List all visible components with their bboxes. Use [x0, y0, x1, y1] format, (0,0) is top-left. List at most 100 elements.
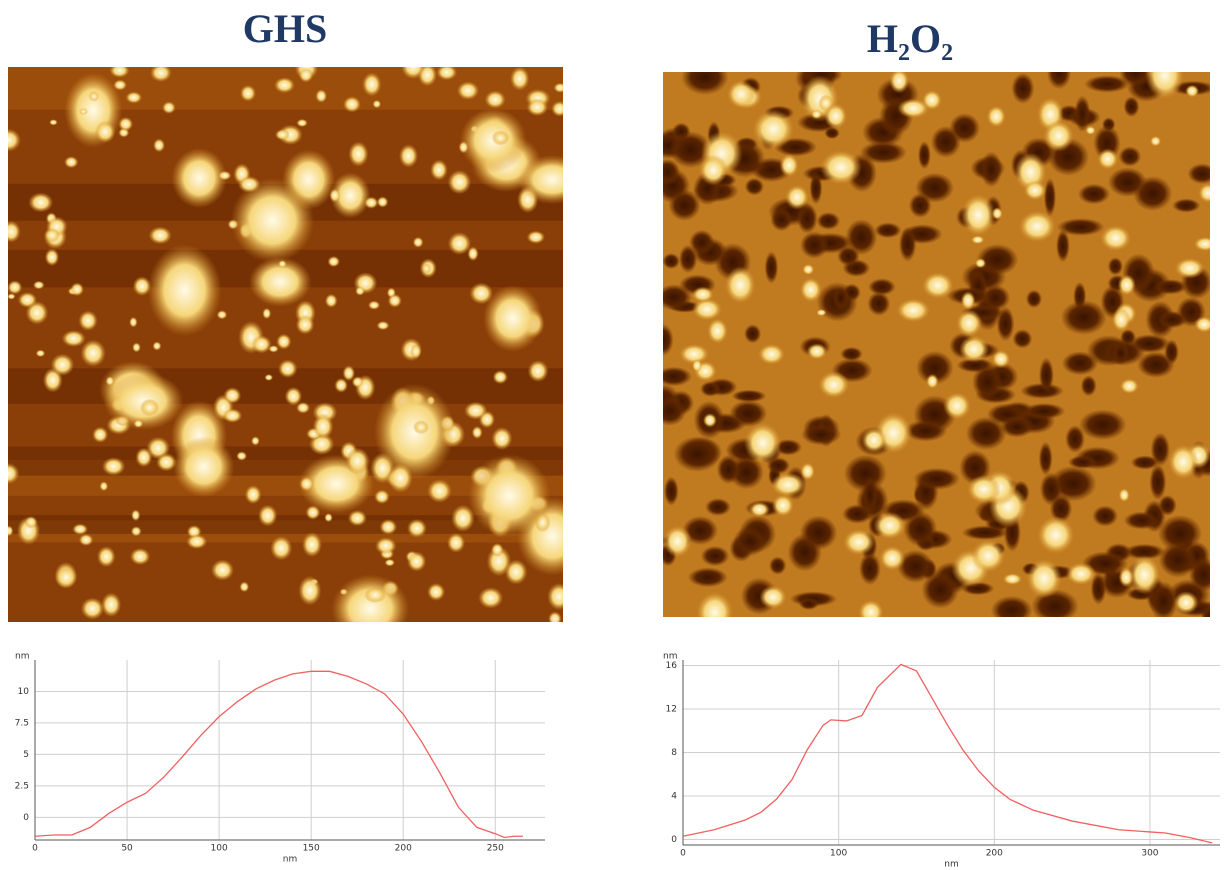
x-tick-label: 50 [121, 844, 133, 854]
x-axis-label: nm [283, 855, 297, 865]
afm-particle [897, 98, 930, 119]
afm-particle [921, 271, 954, 299]
afm-particle [785, 184, 810, 210]
afm-pit [673, 436, 721, 472]
afm-pit [700, 545, 730, 567]
afm-particle [843, 528, 875, 556]
afm-pit [1038, 441, 1053, 476]
afm-particle [387, 293, 402, 308]
afm-image [663, 72, 1210, 617]
afm-pit [663, 253, 680, 270]
afm-particle [367, 300, 381, 310]
afm-pit [663, 158, 681, 186]
afm-particle [702, 413, 717, 428]
afm-particle [547, 583, 563, 611]
y-tick-label: 5 [23, 750, 29, 760]
afm-pit [1172, 198, 1201, 213]
afm-pit [1111, 341, 1130, 366]
afm-particle [295, 315, 315, 335]
afm-pit [801, 423, 842, 446]
afm-particle [526, 230, 546, 244]
afm-particle [858, 599, 884, 617]
afm-particle [374, 383, 455, 480]
afm-particle [49, 119, 58, 126]
afm-particle [61, 330, 86, 347]
afm-particle [1018, 210, 1057, 243]
afm-particle [696, 591, 734, 617]
afm-pit [824, 126, 840, 140]
afm-particle [410, 343, 422, 359]
afm-pit [1084, 75, 1130, 93]
afm-particle [436, 67, 458, 81]
afm-particle [492, 370, 508, 385]
afm-pit [1150, 432, 1170, 467]
afm-pit [1149, 581, 1178, 617]
afm-particle [1023, 180, 1047, 201]
afm-particle [8, 220, 21, 243]
afm-pit [859, 141, 907, 164]
afm-particle [748, 501, 770, 518]
afm-particle [1097, 148, 1119, 170]
afm-particle [691, 286, 714, 303]
afm-pit [972, 364, 1003, 401]
afm-particle [99, 481, 109, 492]
afm-particle [64, 156, 79, 169]
afm-particle [447, 532, 466, 553]
afm-particle [251, 335, 272, 354]
afm-pit [766, 457, 791, 475]
afm-particle [427, 582, 446, 601]
afm-particle [430, 159, 448, 181]
afm-particle [315, 89, 328, 103]
afm-particle [78, 310, 98, 331]
afm-pit [843, 454, 887, 493]
afm-pit [764, 251, 779, 284]
afm-particle [276, 333, 292, 350]
afm-pit [1067, 455, 1098, 469]
afm-pit [663, 476, 679, 506]
afm-particle [118, 116, 134, 132]
afm-particle [692, 298, 723, 321]
afm-pit [961, 525, 1009, 540]
afm-pit [1011, 72, 1035, 104]
afm-particle [548, 611, 562, 622]
afm-particle [376, 196, 389, 208]
afm-pit [744, 177, 765, 196]
afm-particle [707, 318, 728, 344]
profile-line [34, 670, 523, 839]
afm-pit [668, 189, 701, 221]
afm-particle [970, 235, 985, 245]
afm-particle [806, 343, 828, 360]
afm-particle [70, 282, 84, 297]
afm-pit [858, 552, 881, 586]
afm-particle [1037, 515, 1075, 555]
afm-particle [296, 118, 308, 128]
afm-particle [32, 280, 45, 290]
afm-particle [800, 462, 816, 481]
afm-pit [1118, 146, 1142, 167]
afm-pit [1130, 455, 1160, 470]
afm-particle [363, 196, 379, 209]
afm-particle [17, 291, 38, 308]
afm-particle [329, 188, 341, 203]
afm-particle [491, 130, 510, 146]
afm-pit [669, 131, 712, 169]
afm-pit [744, 324, 762, 344]
afm-particle [80, 339, 106, 367]
afm-particle [305, 505, 321, 520]
afm-particle [278, 260, 287, 268]
afm-pit [1123, 543, 1166, 560]
afm-band [8, 446, 563, 476]
afm-particle [483, 284, 543, 352]
afm-pit [1057, 218, 1105, 236]
afm-particle [447, 169, 472, 195]
afm-particle [8, 128, 22, 152]
afm-pit [816, 212, 841, 230]
afm-particle [355, 286, 365, 296]
afm-particle [248, 257, 312, 307]
afm-particle [799, 277, 822, 303]
afm-particle [331, 574, 410, 622]
afm-pit [1039, 472, 1063, 506]
panel-title: GHS [243, 6, 327, 51]
afm-particle [347, 510, 367, 527]
afm-particle [133, 419, 144, 428]
